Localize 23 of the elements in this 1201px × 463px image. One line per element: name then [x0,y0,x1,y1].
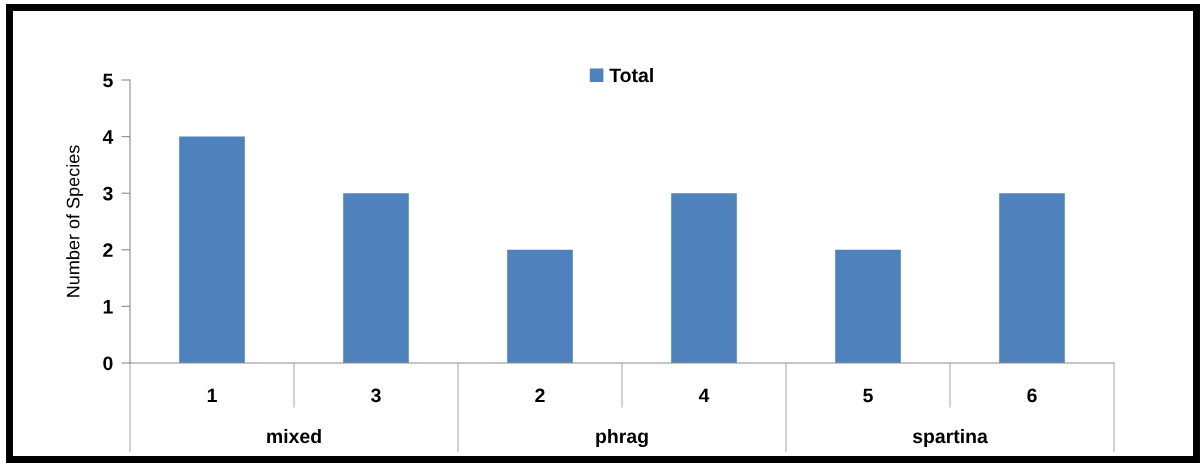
bar [179,136,245,363]
x-tick-label: 5 [863,388,873,403]
y-tick-label: 5 [103,73,113,88]
bar [671,193,737,363]
x-tick-label: 2 [535,388,545,403]
bar [507,249,573,363]
x-tick-label: 1 [207,388,217,403]
y-tick-label: 0 [103,356,113,371]
text: mixed [267,428,321,444]
x-tick-label: 4 [698,388,710,403]
text: phrag [596,428,648,448]
legend-label: Total [609,67,653,83]
y-tick-label: 1 [103,300,113,314]
y-tick-label: 4 [102,130,114,144]
x-tick-label: 6 [1027,388,1037,403]
text: spartina [912,428,988,448]
y-axis-title: Number of Species [66,145,84,297]
y-tick-label: 3 [102,186,113,201]
y-tick-label: 2 [103,243,113,257]
bar [343,193,409,363]
x-tick-label: 3 [371,388,381,403]
bar [835,249,901,363]
bar [999,193,1065,363]
